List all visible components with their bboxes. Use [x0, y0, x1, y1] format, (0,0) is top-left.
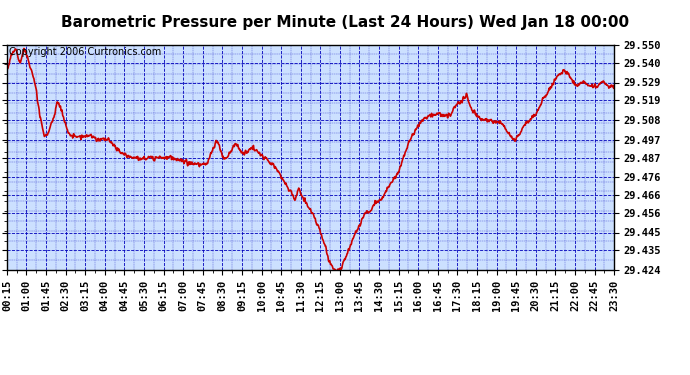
Text: Barometric Pressure per Minute (Last 24 Hours) Wed Jan 18 00:00: Barometric Pressure per Minute (Last 24 … — [61, 15, 629, 30]
Text: Copyright 2006 Curtronics.com: Copyright 2006 Curtronics.com — [9, 47, 161, 57]
